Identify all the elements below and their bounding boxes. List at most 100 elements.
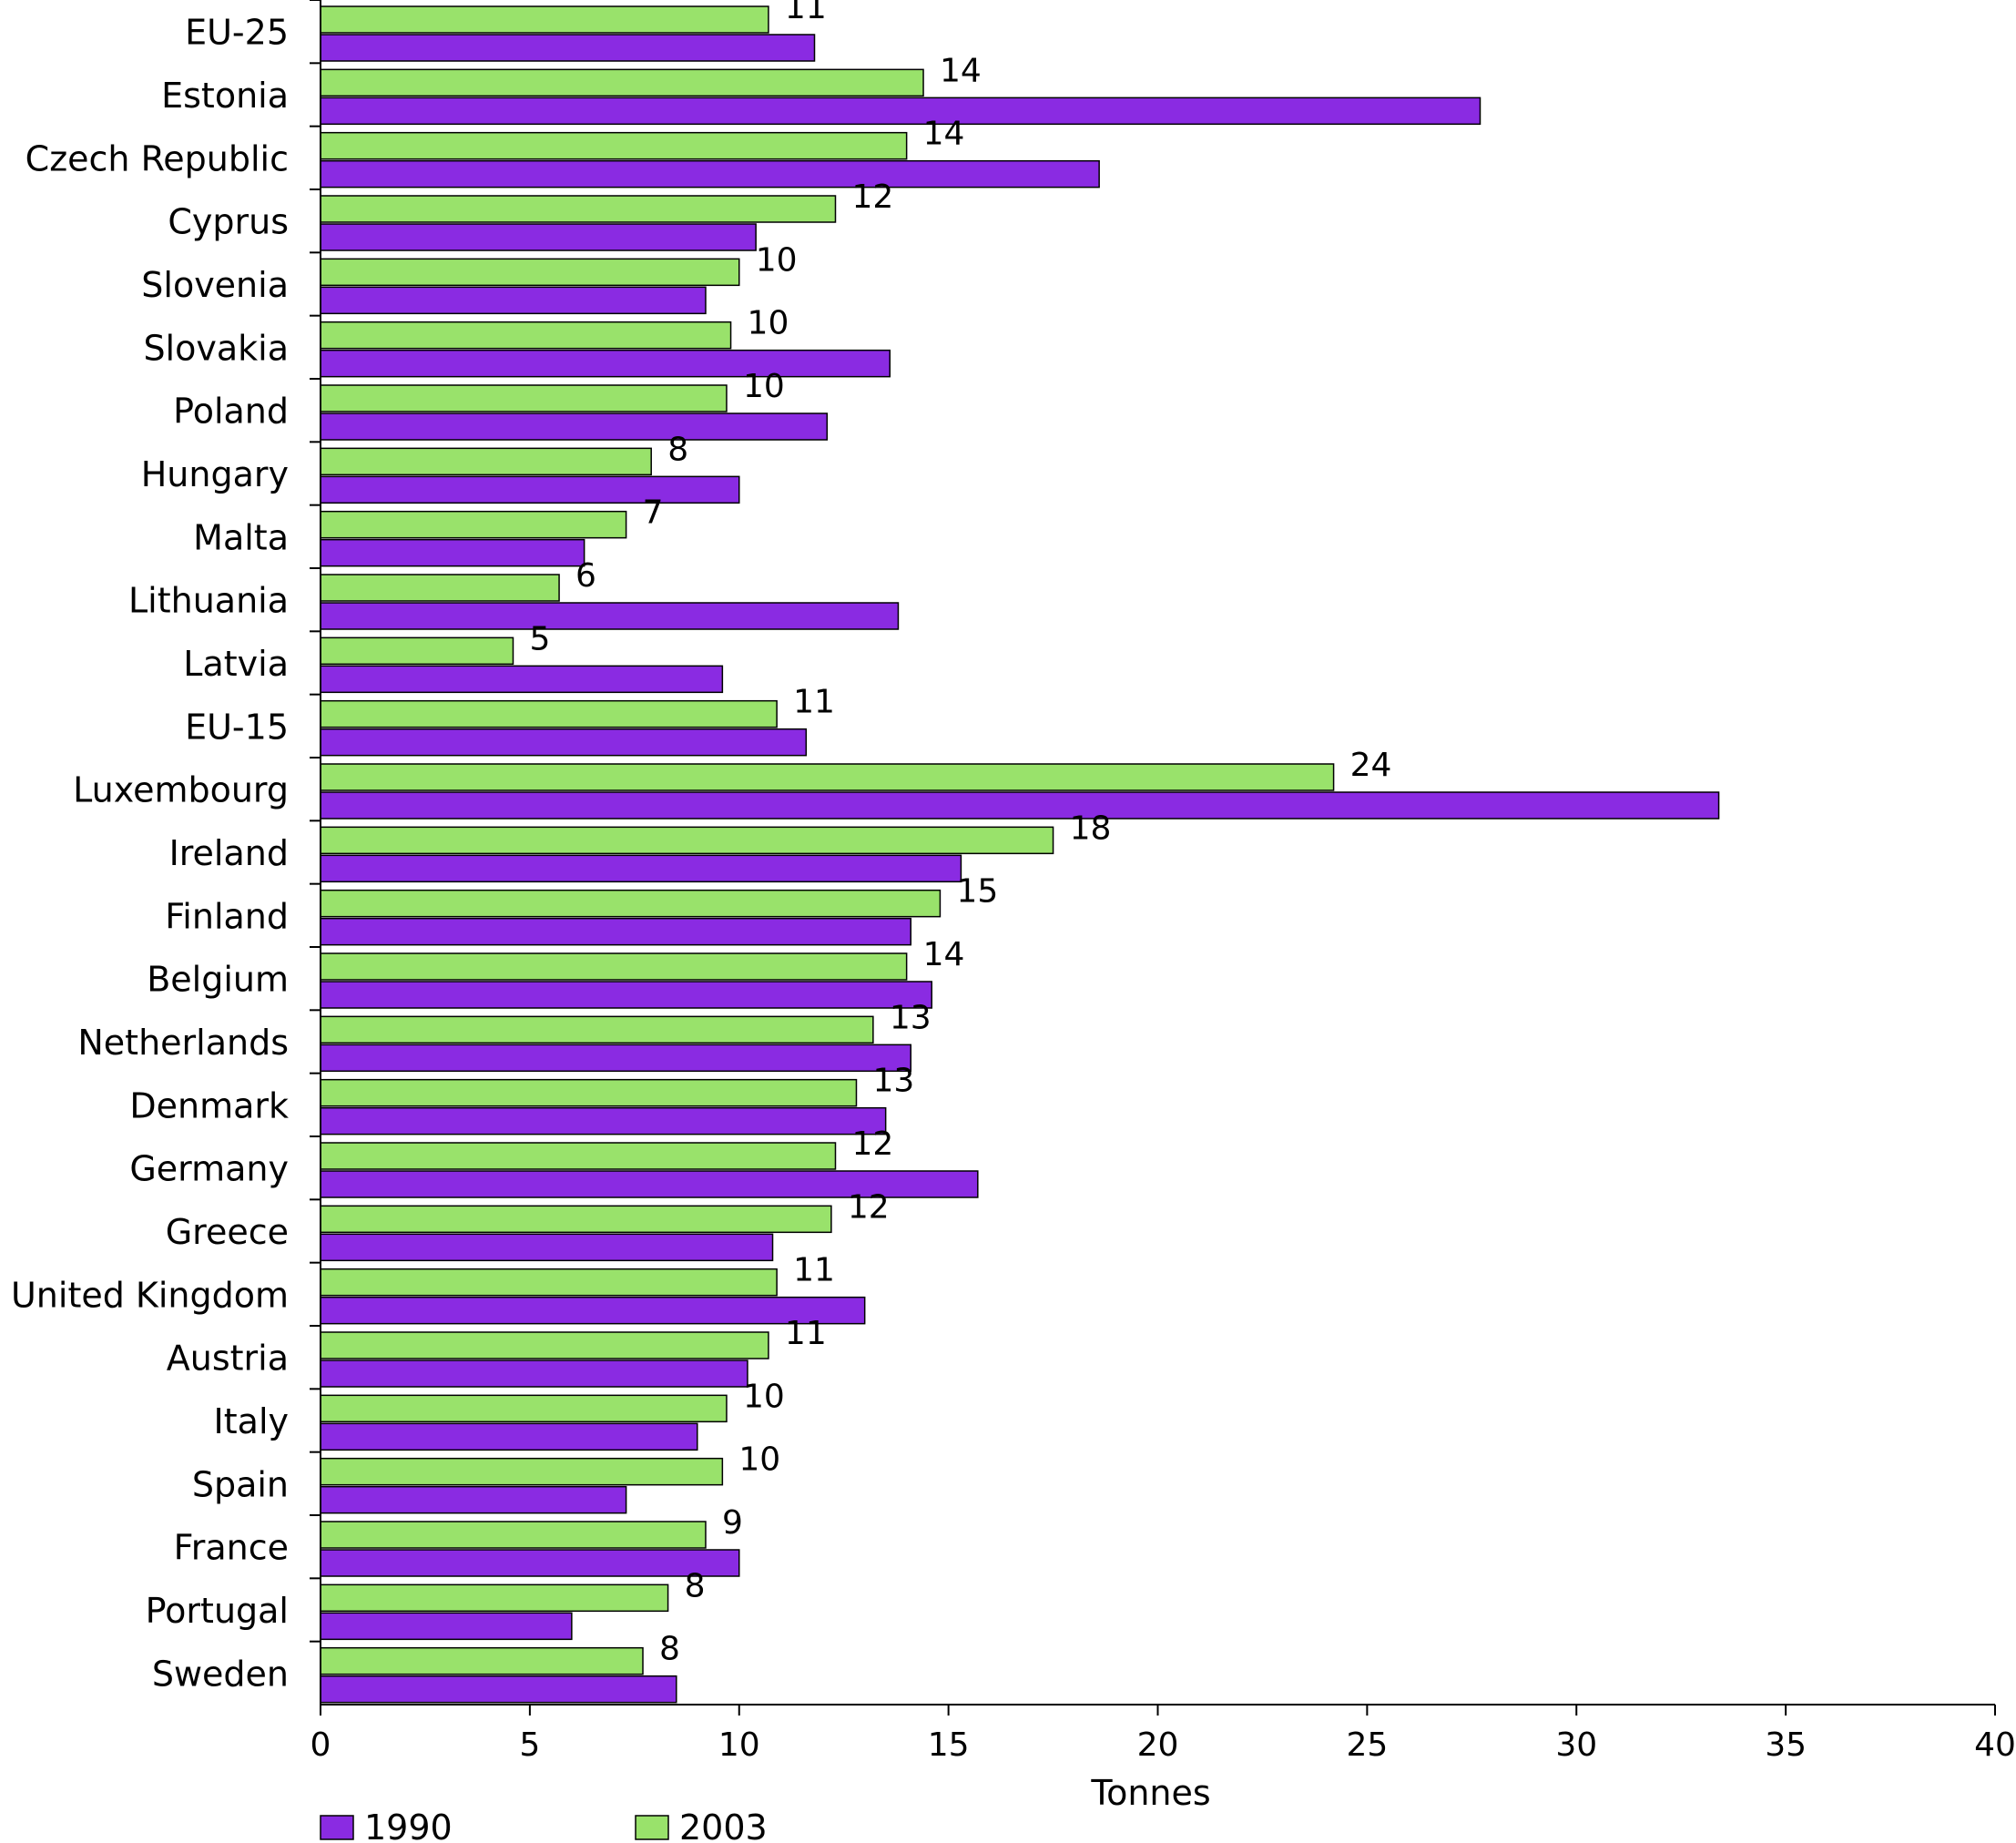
bar-1990-italy bbox=[320, 1422, 698, 1451]
bar-2003-czech-republic bbox=[320, 131, 908, 160]
x-tick-label: 10 bbox=[718, 1726, 760, 1764]
category-label: Slovakia bbox=[143, 328, 289, 368]
value-label: 8 bbox=[685, 1567, 706, 1604]
x-tick-label: 0 bbox=[311, 1726, 331, 1764]
category-label: Netherlands bbox=[77, 1023, 289, 1063]
bar-1990-netherlands bbox=[320, 1044, 911, 1073]
bar-1990-greece bbox=[320, 1233, 774, 1262]
category-label: Latvia bbox=[183, 644, 289, 684]
x-axis-title: Tonnes bbox=[1090, 1773, 1210, 1813]
bar-2003-germany bbox=[320, 1142, 837, 1170]
legend-swatch-2003 bbox=[635, 1815, 669, 1840]
value-label: 9 bbox=[722, 1504, 743, 1542]
category-labels-group: EU-25 Estonia Czech Republic Cyprus Slovenia… bbox=[11, 13, 289, 1695]
bar-1990-eu-25 bbox=[320, 34, 816, 62]
value-label: 18 bbox=[1070, 809, 1112, 847]
bar-2003-sweden bbox=[320, 1646, 644, 1675]
bar-1990-estonia bbox=[320, 97, 1481, 126]
bar-2003-slovakia bbox=[320, 321, 732, 350]
legend-label-1990: 1990 bbox=[364, 1807, 453, 1843]
bar-1990-sweden bbox=[320, 1675, 677, 1704]
x-tick-label: 20 bbox=[1137, 1726, 1179, 1764]
value-label: 12 bbox=[851, 178, 893, 216]
bar-2003-hungary bbox=[320, 447, 652, 476]
value-label: 10 bbox=[738, 1441, 780, 1479]
legend-label-2003: 2003 bbox=[679, 1807, 768, 1843]
category-label: Lithuania bbox=[128, 581, 289, 621]
bar-2003-united-kingdom bbox=[320, 1268, 778, 1297]
value-label: 11 bbox=[785, 1315, 827, 1352]
bar-1990-luxembourg bbox=[320, 791, 1720, 820]
bar-2003-portugal bbox=[320, 1583, 669, 1613]
value-label: 8 bbox=[659, 1631, 680, 1668]
value-label: 10 bbox=[743, 1378, 785, 1415]
bar-2003-eu-15 bbox=[320, 699, 778, 728]
legend: 1990 2003 bbox=[320, 1807, 768, 1843]
category-label: France bbox=[174, 1528, 289, 1568]
value-label: 24 bbox=[1350, 747, 1392, 784]
bar-2003-italy bbox=[320, 1394, 728, 1423]
bar-1990-slovakia bbox=[320, 349, 891, 378]
category-label: United Kingdom bbox=[11, 1275, 289, 1315]
value-label: 14 bbox=[940, 52, 982, 89]
bar-2003-ireland bbox=[320, 826, 1054, 855]
bar-1990-belgium bbox=[320, 981, 932, 1009]
bar-1990-lithuania bbox=[320, 602, 900, 630]
category-label: Slovenia bbox=[141, 265, 289, 305]
bar-2003-austria bbox=[320, 1331, 769, 1359]
bar-2003-latvia bbox=[320, 636, 514, 666]
bars-group bbox=[320, 5, 1720, 1704]
bar-2003-belgium bbox=[320, 952, 908, 981]
x-tick-label: 25 bbox=[1346, 1726, 1388, 1764]
bar-2003-poland bbox=[320, 384, 728, 412]
category-label: Austria bbox=[167, 1339, 289, 1379]
value-label: 11 bbox=[793, 1252, 835, 1289]
value-label: 14 bbox=[923, 936, 965, 973]
value-label: 15 bbox=[956, 873, 998, 911]
bar-2003-cyprus bbox=[320, 195, 837, 223]
category-label: Italy bbox=[214, 1401, 289, 1441]
x-tick-label: 40 bbox=[1974, 1726, 2016, 1764]
bar-1990-poland bbox=[320, 412, 829, 441]
category-label: Poland bbox=[173, 392, 289, 432]
bar-1990-france bbox=[320, 1549, 740, 1577]
bar-2003-malta bbox=[320, 510, 627, 539]
value-label: 13 bbox=[890, 999, 932, 1036]
category-label: Czech Republic bbox=[25, 138, 289, 178]
bar-2003-estonia bbox=[320, 68, 924, 97]
legend-swatch-1990 bbox=[320, 1815, 354, 1840]
category-label: Belgium bbox=[147, 960, 289, 1000]
axes-group: 0 5 10 15 20 25 30 35 40 bbox=[310, 0, 2016, 1764]
value-label: 8 bbox=[667, 431, 688, 468]
category-label: EU-25 bbox=[185, 13, 289, 53]
bar-1990-austria bbox=[320, 1359, 748, 1388]
bar-1990-finland bbox=[320, 917, 911, 946]
value-label: 12 bbox=[851, 1125, 893, 1163]
bar-2003-eu-25 bbox=[320, 5, 769, 34]
bar-2003-denmark bbox=[320, 1078, 858, 1107]
bar-1990-cyprus bbox=[320, 223, 757, 251]
category-label: Estonia bbox=[161, 76, 289, 116]
bar-1990-latvia bbox=[320, 665, 724, 694]
category-label: Cyprus bbox=[168, 202, 289, 242]
value-label: 10 bbox=[743, 368, 785, 405]
bar-1990-denmark bbox=[320, 1106, 887, 1135]
category-label: Ireland bbox=[169, 833, 289, 873]
bar-1990-malta bbox=[320, 538, 585, 567]
category-label: Hungary bbox=[141, 454, 289, 494]
bar-1990-czech-republic bbox=[320, 159, 1100, 188]
category-label: Spain bbox=[192, 1464, 289, 1504]
bar-2003-lithuania bbox=[320, 574, 560, 602]
value-label: 11 bbox=[785, 0, 827, 26]
x-tick-label: 30 bbox=[1555, 1726, 1597, 1764]
category-label: Greece bbox=[166, 1212, 289, 1252]
value-label: 10 bbox=[756, 241, 798, 279]
bar-1990-slovenia bbox=[320, 286, 707, 315]
category-label: Luxembourg bbox=[73, 770, 289, 810]
value-label: 14 bbox=[923, 116, 965, 153]
value-label: 12 bbox=[848, 1188, 890, 1226]
bar-2003-france bbox=[320, 1521, 707, 1549]
x-tick-label: 15 bbox=[928, 1726, 970, 1764]
value-label: 6 bbox=[575, 557, 596, 595]
